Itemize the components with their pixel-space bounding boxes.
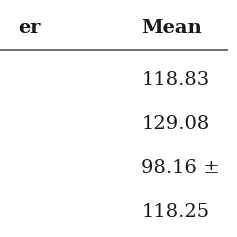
Text: 129.08: 129.08 xyxy=(141,115,210,133)
Text: 98.16 ±: 98.16 ± xyxy=(141,159,220,177)
Text: 118.83: 118.83 xyxy=(141,71,210,89)
Text: Mean: Mean xyxy=(141,19,202,37)
Text: 118.25: 118.25 xyxy=(141,203,210,221)
Text: er: er xyxy=(18,19,41,37)
